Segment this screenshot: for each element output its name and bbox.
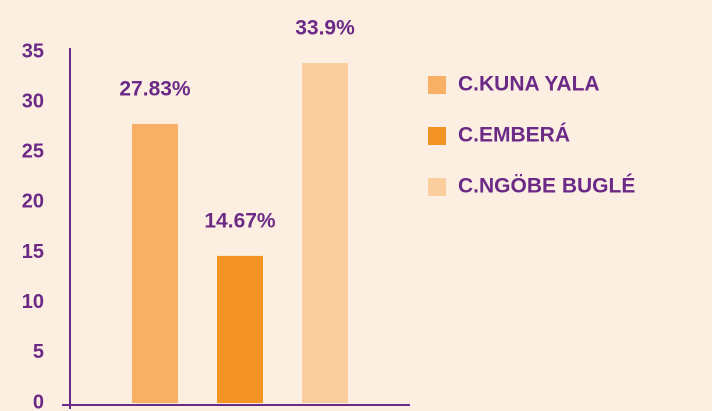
value-label: 33.9% <box>295 17 355 40</box>
value-label: 14.67% <box>204 209 276 232</box>
legend-swatch <box>428 76 446 94</box>
y-tick-label: 30 <box>22 90 44 112</box>
bar <box>302 63 348 403</box>
bar <box>132 123 178 404</box>
legend-label: C.NGÖBE BUGLÉ <box>458 175 635 198</box>
y-tick-label: 10 <box>22 291 44 313</box>
value-label: 27.83% <box>119 77 191 100</box>
legend-label: C.EMBERÁ <box>458 124 570 147</box>
y-tick-label: 20 <box>22 191 44 213</box>
y-tick-label: 0 <box>33 391 44 411</box>
legend-swatch <box>428 178 446 196</box>
y-tick-label: 5 <box>33 341 44 363</box>
bar <box>217 255 263 403</box>
legend-label: C.KUNA YALA <box>458 73 600 96</box>
y-tick-label: 35 <box>22 40 44 62</box>
y-tick-label: 25 <box>22 141 44 163</box>
y-tick-label: 15 <box>22 241 44 263</box>
legend-swatch <box>428 127 446 145</box>
